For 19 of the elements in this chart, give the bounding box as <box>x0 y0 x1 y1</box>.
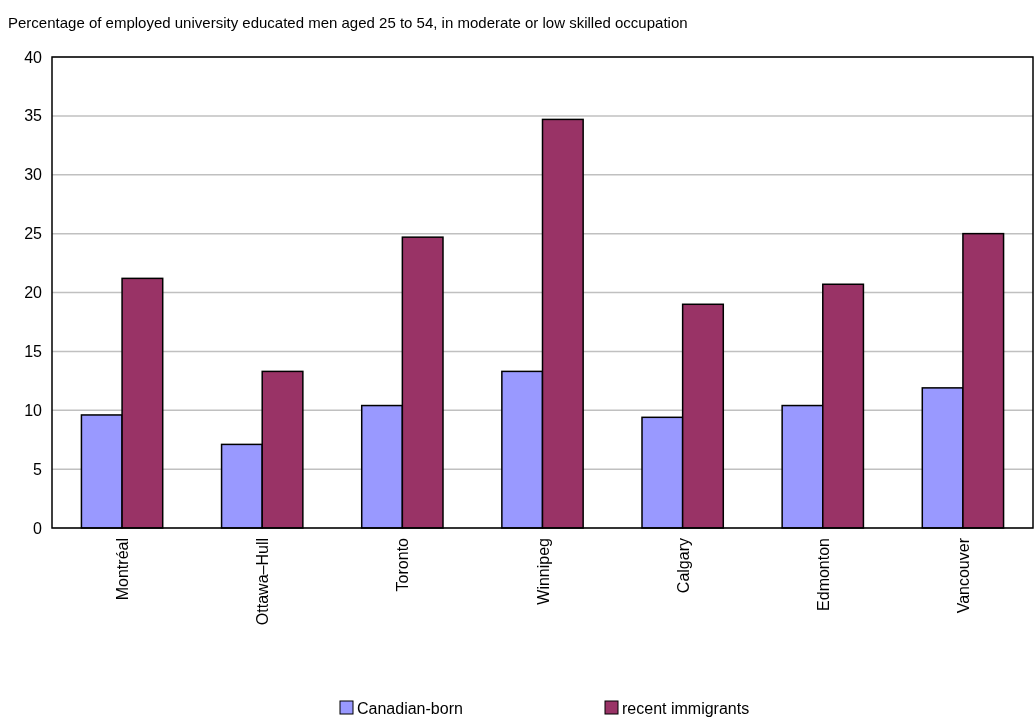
x-tick-label: Vancouver <box>954 537 972 614</box>
y-tick-label: 15 <box>24 342 43 360</box>
y-tick-label: 0 <box>33 519 43 537</box>
x-tick-label: Montréal <box>114 538 132 601</box>
x-tick-label: Edmonton <box>814 538 832 611</box>
y-tick-label: 20 <box>24 284 43 302</box>
y-tick-label: 40 <box>24 48 43 66</box>
y-tick-label: 30 <box>24 166 43 184</box>
x-tick-label: Calgary <box>674 538 692 594</box>
x-tick-label: Ottawa–Hull <box>254 538 272 626</box>
legend-label: Canadian-born <box>357 699 463 717</box>
y-tick-label: 5 <box>33 460 43 478</box>
x-tick-label: Toronto <box>394 537 412 592</box>
x-tick-label: Winnipeg <box>534 538 552 605</box>
y-tick-label: 10 <box>24 401 43 419</box>
y-tick-label: 25 <box>24 225 43 243</box>
legend-label: recent immigrants <box>622 699 750 717</box>
y-tick-label: 35 <box>24 107 43 125</box>
chart-title: Percentage of employed university educated men aged 25 to 54, in moderate or low skilled occupation <box>8 14 688 31</box>
